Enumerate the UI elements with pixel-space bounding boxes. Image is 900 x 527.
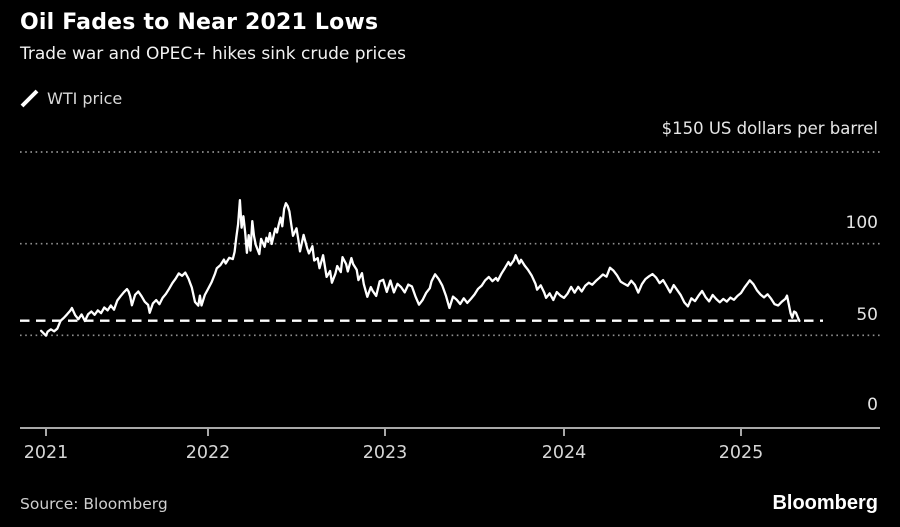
y-tick-label-0: 0: [867, 395, 878, 415]
wti-price-line: [39, 199, 801, 337]
x-tick-label-2024: 2024: [541, 443, 587, 463]
x-tick-label-2025: 2025: [718, 443, 764, 463]
x-tick-label-2021: 2021: [23, 443, 69, 463]
y-tick-label-50: 50: [856, 305, 878, 325]
chart-title: Oil Fades to Near 2021 Lows: [20, 10, 379, 35]
x-tick-label-2023: 2023: [362, 443, 408, 463]
legend-series-label: WTI price: [47, 89, 123, 108]
y-tick-label-100: 100: [845, 213, 878, 233]
y-axis-unit-label: $150 US dollars per barrel: [661, 119, 878, 138]
line-swatch-icon: [20, 89, 39, 108]
chart-subtitle: Trade war and OPEC+ hikes sink crude pri…: [20, 44, 406, 64]
x-tick-label-2022: 2022: [185, 443, 231, 463]
source-attribution: Source: Bloomberg: [20, 495, 168, 513]
legend: WTI price: [20, 89, 122, 108]
bloomberg-logo: Bloomberg: [772, 492, 878, 514]
